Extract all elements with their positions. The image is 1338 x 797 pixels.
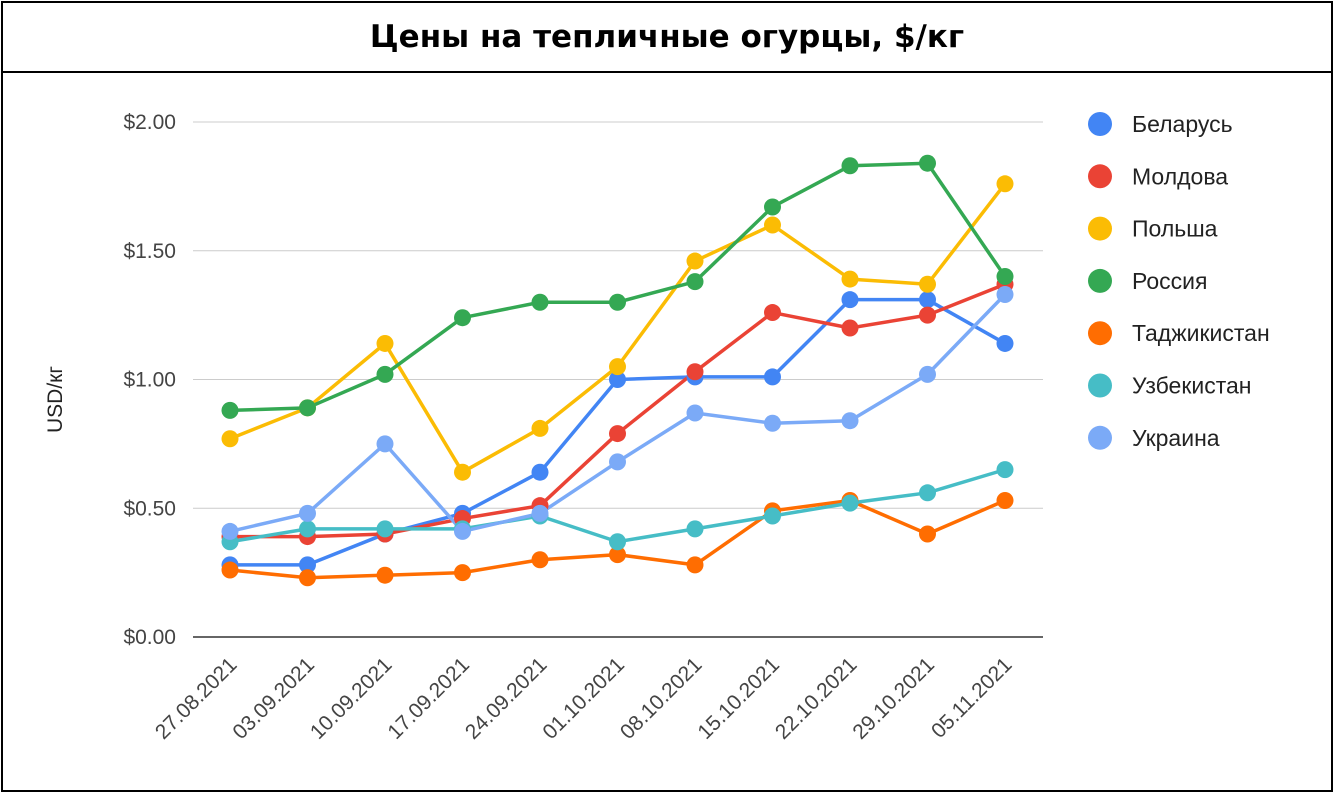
- data-point[interactable]: [996, 461, 1014, 479]
- data-point[interactable]: [376, 566, 394, 584]
- data-point[interactable]: [841, 157, 859, 175]
- data-point[interactable]: [686, 520, 704, 538]
- data-point[interactable]: [299, 399, 316, 417]
- data-point[interactable]: [841, 291, 859, 309]
- data-point[interactable]: [221, 401, 239, 419]
- data-point[interactable]: [454, 463, 471, 481]
- data-point[interactable]: [299, 569, 316, 587]
- y-axis-title: USD/кг: [44, 366, 67, 433]
- data-point[interactable]: [919, 275, 936, 293]
- data-point[interactable]: [996, 286, 1014, 304]
- data-point[interactable]: [454, 564, 471, 582]
- x-tick-label: 08.10.2021: [616, 653, 707, 744]
- x-tick-label: 05.11.2021: [927, 653, 1016, 742]
- x-tick-label: 10.09.2021: [306, 653, 397, 744]
- legend-label: Узбекистан: [1132, 373, 1252, 399]
- data-point[interactable]: [919, 484, 936, 502]
- data-point[interactable]: [609, 546, 626, 564]
- legend-marker: [1088, 425, 1112, 450]
- x-tick-label: 22.10.2021: [771, 653, 862, 744]
- data-point[interactable]: [764, 304, 781, 322]
- legend-label: Таджикистан: [1132, 320, 1270, 346]
- data-point[interactable]: [996, 334, 1014, 352]
- data-point[interactable]: [686, 363, 704, 381]
- legend-label: Молдова: [1132, 163, 1228, 189]
- legend-marker: [1088, 268, 1112, 293]
- data-point[interactable]: [996, 492, 1014, 510]
- x-tick-label: 24.09.2021: [461, 653, 552, 744]
- data-point[interactable]: [221, 430, 239, 448]
- data-point[interactable]: [686, 556, 704, 574]
- data-point[interactable]: [919, 525, 936, 543]
- y-tick-label: $1.00: [123, 369, 176, 392]
- data-point[interactable]: [299, 556, 316, 574]
- data-point[interactable]: [996, 268, 1014, 285]
- y-tick-label: $2.00: [123, 111, 176, 134]
- data-point[interactable]: [841, 494, 859, 512]
- legend-label: Польша: [1132, 216, 1218, 242]
- data-point[interactable]: [376, 435, 394, 453]
- data-point[interactable]: [221, 522, 239, 540]
- data-point[interactable]: [764, 414, 781, 432]
- data-point[interactable]: [376, 334, 394, 352]
- data-point[interactable]: [376, 365, 394, 383]
- chart-title: Цены на тепличные огурцы, $/кг: [369, 19, 965, 55]
- data-point[interactable]: [764, 216, 781, 234]
- y-tick-label: $0.00: [123, 626, 176, 649]
- legend-marker: [1088, 321, 1112, 346]
- x-tick-label: 01.10.2021: [538, 653, 629, 744]
- data-point[interactable]: [841, 412, 859, 430]
- data-point[interactable]: [919, 154, 936, 172]
- data-point[interactable]: [609, 293, 626, 311]
- data-point[interactable]: [299, 504, 316, 522]
- data-point[interactable]: [531, 504, 549, 522]
- data-point[interactable]: [531, 551, 549, 569]
- data-point[interactable]: [996, 175, 1014, 193]
- legend-marker: [1088, 373, 1112, 398]
- data-point[interactable]: [609, 358, 626, 376]
- legend-label: Беларусь: [1132, 111, 1233, 137]
- data-point[interactable]: [764, 507, 781, 525]
- data-point[interactable]: [686, 273, 704, 291]
- legend-marker: [1088, 164, 1112, 189]
- x-tick-label: 17.09.2021: [383, 653, 474, 744]
- x-tick-label: 15.10.2021: [693, 653, 784, 744]
- data-point[interactable]: [609, 533, 626, 551]
- data-point[interactable]: [841, 319, 859, 337]
- x-tick-label: 27.08.2021: [151, 653, 242, 744]
- data-point[interactable]: [531, 419, 549, 437]
- data-point[interactable]: [299, 520, 316, 538]
- legend-marker: [1088, 216, 1112, 241]
- data-point[interactable]: [686, 252, 704, 270]
- data-point[interactable]: [454, 309, 471, 327]
- data-point[interactable]: [454, 522, 471, 540]
- data-point[interactable]: [609, 425, 626, 443]
- legend-marker: [1088, 112, 1112, 136]
- chart-title-bar: Цены на тепличные огурцы, $/кг: [3, 3, 1331, 73]
- y-tick-label: $1.50: [123, 240, 176, 263]
- data-point[interactable]: [531, 293, 549, 311]
- data-point[interactable]: [919, 291, 936, 309]
- data-point[interactable]: [609, 371, 626, 388]
- y-tick-label: $0.50: [123, 497, 176, 520]
- data-point[interactable]: [609, 453, 626, 471]
- x-tick-label: 03.09.2021: [228, 653, 319, 744]
- data-point[interactable]: [841, 270, 859, 288]
- data-point[interactable]: [919, 306, 936, 324]
- data-point[interactable]: [764, 198, 781, 216]
- legend-label: Украина: [1132, 425, 1220, 451]
- data-point[interactable]: [221, 561, 239, 579]
- legend-label: Россия: [1132, 268, 1207, 294]
- data-point[interactable]: [764, 368, 781, 386]
- series-line: [228, 292, 1007, 534]
- data-point[interactable]: [531, 463, 549, 481]
- data-point[interactable]: [686, 404, 704, 422]
- x-tick-label: 29.10.2021: [848, 653, 939, 744]
- data-point[interactable]: [919, 365, 936, 383]
- data-point[interactable]: [376, 520, 394, 538]
